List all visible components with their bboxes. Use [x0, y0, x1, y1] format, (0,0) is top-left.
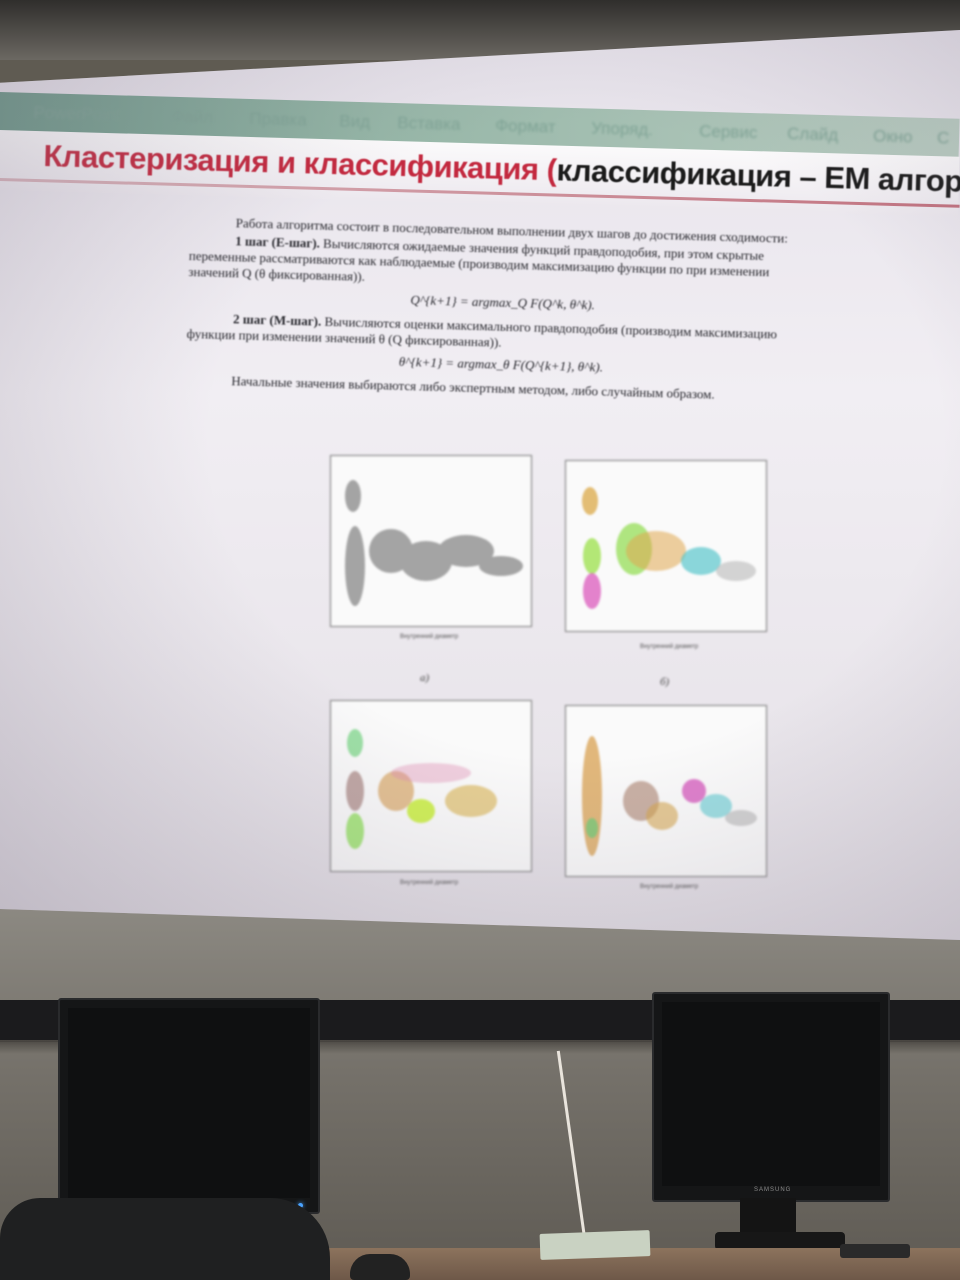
scatter-plot-d-canvas — [582, 736, 757, 856]
scatter-plot-c — [330, 700, 532, 872]
phone — [840, 1244, 910, 1258]
scatter-plot-c-canvas — [346, 729, 497, 849]
chair-back — [0, 1198, 330, 1280]
xlabel-a: Внутренний диаметр — [400, 634, 459, 640]
caption-b: б) — [660, 676, 670, 688]
scatter-plot-a-canvas — [345, 480, 523, 606]
right-monitor-brand: SAMSUNG — [754, 1187, 792, 1193]
menu-item-file: Файл — [171, 106, 214, 127]
menu-item-slide: Слайд — [786, 123, 839, 145]
right-monitor-base — [715, 1232, 845, 1250]
step2-label: 2 шаг (М-шаг). — [232, 311, 322, 329]
scatter-plot-b — [565, 460, 767, 632]
notebook — [539, 1230, 651, 1260]
menu-item-edit: Правка — [249, 108, 308, 130]
step1-label: 1 шаг (Е-шаг). — [235, 233, 321, 251]
right-monitor-stand — [740, 1198, 796, 1236]
menu-item-help: С — [936, 128, 950, 148]
scatter-plot-b-canvas — [582, 487, 756, 609]
left-monitor — [58, 998, 320, 1214]
menu-item-window: Окно — [872, 126, 913, 147]
scatter-plot-a — [330, 455, 532, 627]
menu-item-view: Вид — [339, 111, 371, 132]
xlabel-c: Внутренний диаметр — [400, 880, 459, 886]
scatter-plot-d — [565, 705, 767, 877]
computer-mouse — [350, 1254, 410, 1280]
left-monitor-screen — [68, 1008, 310, 1198]
menu-item-tools: Сервис — [698, 121, 758, 143]
menu-item-insert: Вставка — [397, 113, 461, 134]
right-monitor-screen — [662, 1002, 880, 1186]
menu-item-app: PowerPoint — [33, 102, 121, 125]
caption-a: а) — [420, 672, 430, 684]
xlabel-d: Внутренний диаметр — [640, 884, 699, 890]
xlabel-b: Внутренний диаметр — [640, 644, 699, 650]
menu-item-arrange: Упоряд. — [590, 118, 654, 140]
slide-body: Работа алгоритма состоит в последователь… — [185, 214, 820, 408]
right-monitor: SAMSUNG — [652, 992, 890, 1202]
menu-item-format: Формат — [494, 115, 556, 137]
